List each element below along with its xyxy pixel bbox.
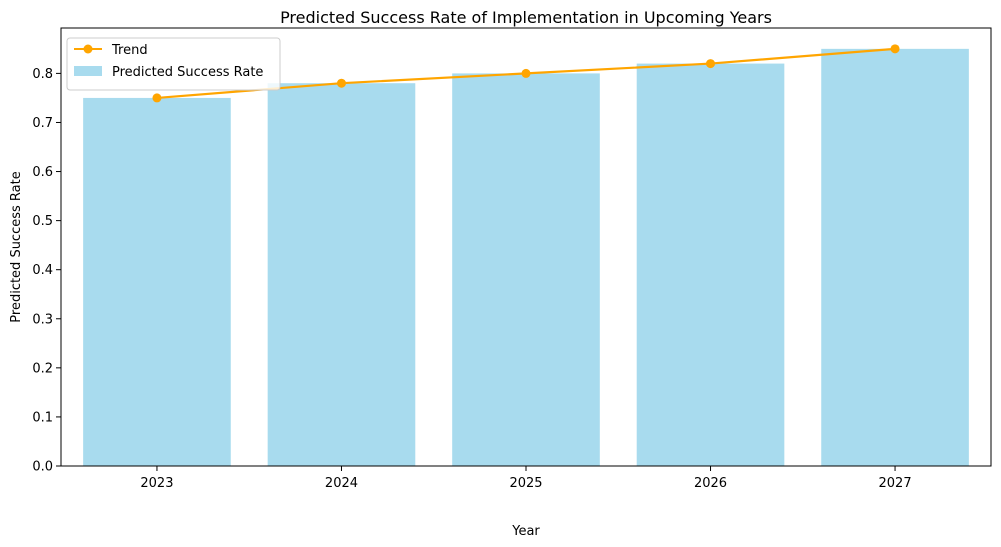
- trend-point-2026: [706, 59, 716, 69]
- y-tick-label: 0.0: [32, 460, 53, 475]
- y-tick-label: 0.7: [32, 116, 53, 131]
- chart-title: Predicted Success Rate of Implementation…: [280, 8, 772, 27]
- y-axis: 0.0 0.1 0.2 0.3 0.4 0.5 0.6 0.7 0.8: [32, 67, 61, 475]
- bars-group: [83, 48, 969, 466]
- y-tick-label: 0.2: [32, 361, 53, 376]
- trend-point-2025: [521, 68, 531, 78]
- trend-point-2023: [152, 93, 162, 103]
- bar-2026: [636, 63, 785, 466]
- x-tick-label: 2025: [509, 476, 542, 491]
- x-tick-label: 2024: [325, 476, 358, 491]
- trend-point-2027: [890, 44, 900, 54]
- y-tick-label: 0.5: [32, 214, 53, 229]
- bar-2027: [821, 48, 969, 466]
- legend-trend-marker: [83, 44, 93, 54]
- legend-trend-label: Trend: [111, 43, 148, 58]
- bar-2024: [267, 83, 416, 466]
- legend-bar-label: Predicted Success Rate: [112, 65, 263, 80]
- y-tick-label: 0.4: [32, 263, 53, 278]
- y-tick-label: 0.6: [32, 165, 53, 180]
- legend-bar-swatch: [74, 66, 102, 76]
- legend-box: [66, 37, 281, 91]
- y-tick-label: 0.1: [32, 410, 53, 425]
- x-tick-label: 2023: [140, 476, 173, 491]
- legend: Trend Predicted Success Rate: [66, 37, 281, 91]
- x-axis-title: Year: [511, 524, 540, 539]
- x-axis: 2023 2024 2025 2026 2027: [140, 466, 912, 491]
- y-axis-title: Predicted Success Rate: [9, 171, 24, 322]
- y-tick-label: 0.3: [32, 312, 53, 327]
- y-tick-label: 0.8: [32, 67, 53, 82]
- x-tick-label: 2027: [879, 476, 912, 491]
- x-tick-label: 2026: [694, 476, 727, 491]
- bar-2025: [452, 73, 600, 466]
- bar-2023: [83, 97, 231, 466]
- trend-point-2024: [336, 78, 346, 88]
